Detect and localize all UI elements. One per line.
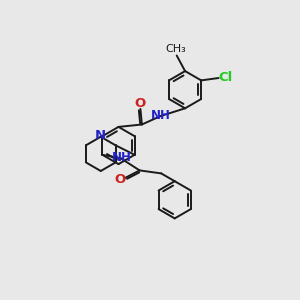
Text: NH: NH xyxy=(151,109,171,122)
Text: NH: NH xyxy=(112,151,132,164)
Text: O: O xyxy=(114,172,125,186)
Text: N: N xyxy=(95,129,106,142)
Text: O: O xyxy=(135,97,146,110)
Text: Cl: Cl xyxy=(218,71,232,84)
Text: CH₃: CH₃ xyxy=(166,44,187,55)
